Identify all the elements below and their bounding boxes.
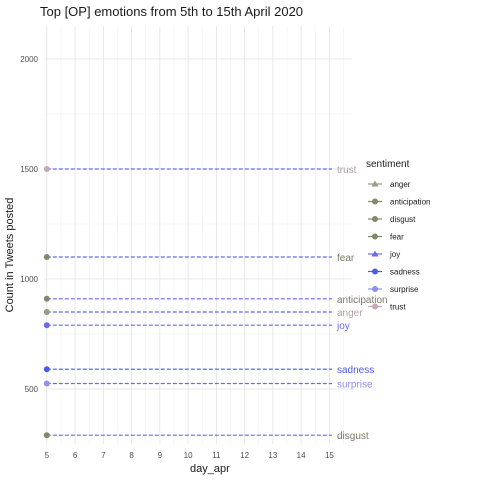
x-tick-label: 11 <box>212 451 221 460</box>
legend-item-surprise: surprise <box>368 285 419 294</box>
series-anticipation: anticipation <box>44 295 388 306</box>
legend-item-fear: fear <box>368 233 404 242</box>
legend-key-marker <box>372 199 378 205</box>
point-surprise <box>44 381 50 387</box>
point-joy <box>44 322 50 328</box>
chart-title: Top [OP] emotions from 5th to 15th April… <box>40 4 303 19</box>
x-tick-label: 6 <box>73 451 78 460</box>
x-tick-label: 12 <box>240 451 249 460</box>
series-label-surprise: surprise <box>337 380 373 391</box>
x-tick-label: 9 <box>158 451 163 460</box>
x-tick-label: 10 <box>184 451 193 460</box>
grid <box>44 26 352 444</box>
legend: sentiment anger anticipation disgust fear joy… <box>366 159 430 312</box>
x-tick-label: 14 <box>297 451 306 460</box>
legend-item-sadness: sadness <box>368 268 420 277</box>
y-axis-title: Count in Tweets posted <box>4 198 16 313</box>
legend-label: fear <box>390 233 404 242</box>
series-label-disgust: disgust <box>337 431 369 442</box>
series-label-joy: joy <box>336 321 350 332</box>
point-sadness <box>44 366 50 372</box>
x-axis: 5 6 7 8 9 10 11 12 13 14 15 <box>45 451 335 460</box>
legend-label: disgust <box>390 215 416 224</box>
y-tick-label: 2000 <box>20 55 38 64</box>
point-fear <box>44 254 50 260</box>
series-fear: fear <box>44 253 355 264</box>
legend-label: anticipation <box>390 198 430 207</box>
legend-key-marker <box>372 269 378 275</box>
point-trust <box>44 166 50 172</box>
legend-item-anger: anger <box>368 180 411 189</box>
x-tick-label: 13 <box>268 451 277 460</box>
legend-key-marker <box>372 286 378 292</box>
legend-key-marker <box>372 234 378 240</box>
legend-item-anticipation: anticipation <box>368 198 430 207</box>
x-tick-label: 8 <box>129 451 134 460</box>
series-label-sadness: sadness <box>337 365 374 376</box>
series-layer: anger anticipation disgust fear joy sadness su… <box>44 165 388 442</box>
y-tick-label: 1500 <box>20 165 38 174</box>
series-trust: trust <box>44 165 357 176</box>
legend-label: trust <box>390 303 406 312</box>
point-anticipation <box>44 296 50 302</box>
x-tick-label: 5 <box>45 451 50 460</box>
series-label-anticipation: anticipation <box>337 295 388 306</box>
legend-label: surprise <box>390 285 419 294</box>
point-anger <box>44 309 50 315</box>
y-tick-label: 500 <box>25 385 39 394</box>
point-disgust <box>44 432 50 438</box>
x-tick-label: 15 <box>325 451 334 460</box>
legend-label: joy <box>389 250 400 259</box>
legend-key-marker <box>372 304 378 310</box>
series-label-trust: trust <box>337 165 357 176</box>
legend-label: anger <box>390 180 411 189</box>
x-axis-title: day_apr <box>190 463 230 475</box>
series-disgust: disgust <box>44 431 369 442</box>
series-joy: joy <box>44 321 350 332</box>
y-tick-label: 1000 <box>20 275 38 284</box>
series-label-fear: fear <box>337 253 355 264</box>
series-label-anger: anger <box>337 308 363 319</box>
y-axis: 500 1000 1500 2000 <box>20 55 38 394</box>
legend-key-marker <box>372 216 378 222</box>
legend-item-disgust: disgust <box>368 215 416 224</box>
legend-label: sadness <box>390 268 420 277</box>
series-sadness: sadness <box>44 365 374 376</box>
x-tick-label: 7 <box>101 451 106 460</box>
legend-item-joy: joy <box>368 250 400 259</box>
legend-title: sentiment <box>366 159 410 170</box>
